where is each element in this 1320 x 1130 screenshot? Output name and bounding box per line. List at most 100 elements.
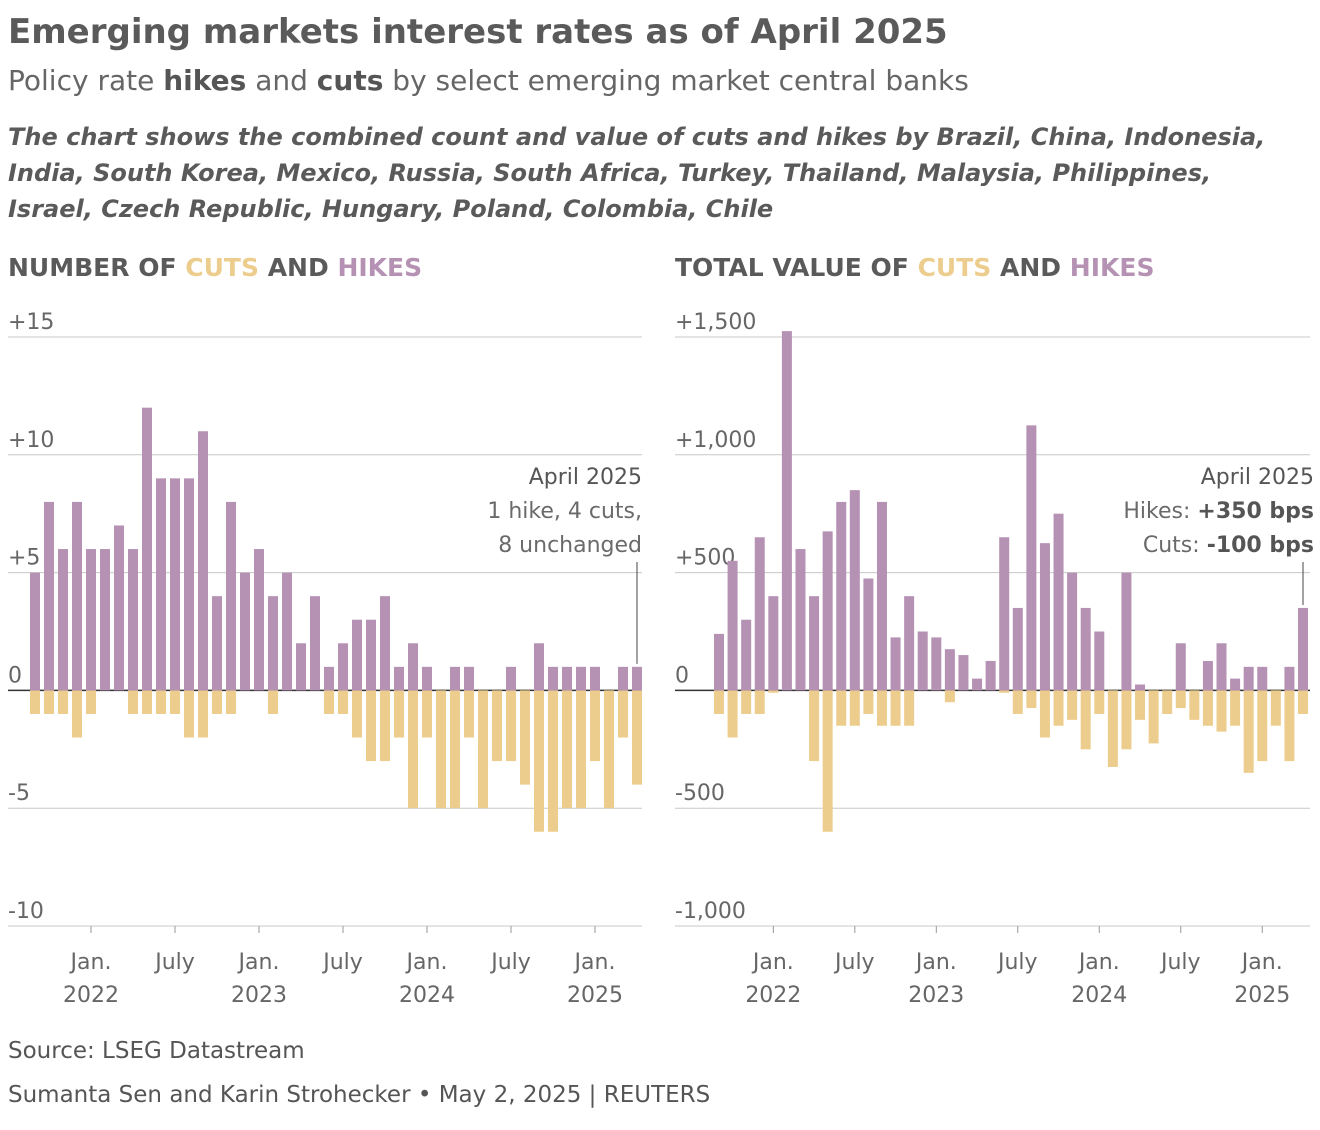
bar xyxy=(1135,684,1146,691)
bar xyxy=(741,619,752,691)
bar xyxy=(999,690,1010,693)
bar xyxy=(450,690,460,809)
bar xyxy=(1202,690,1213,726)
bar xyxy=(520,690,530,785)
bar xyxy=(1298,607,1308,691)
x-tick-label: Jan. xyxy=(1077,950,1120,975)
bar xyxy=(100,549,110,691)
x-tick-label: 2024 xyxy=(399,983,455,1008)
y-tick-label: -10 xyxy=(8,899,44,924)
x-tick-label: July xyxy=(489,950,531,975)
bar xyxy=(562,666,572,691)
y-tick-label: +500 xyxy=(675,546,735,571)
y-tick-label: +5 xyxy=(8,546,40,571)
bar xyxy=(548,666,558,691)
bar xyxy=(618,666,628,691)
bar xyxy=(338,643,348,691)
chart-title-text: AND xyxy=(267,253,329,282)
bar xyxy=(1189,690,1200,720)
bar xyxy=(944,649,955,691)
x-tick-label: 2025 xyxy=(1234,983,1290,1008)
bar xyxy=(1175,690,1186,709)
bar xyxy=(464,666,474,691)
bar xyxy=(1230,678,1241,691)
annotation-part: 8 unchanged xyxy=(498,533,642,558)
bar xyxy=(226,690,236,714)
chart-title: TOTAL VALUE OF CUTS AND HIKES xyxy=(675,253,1154,282)
bar xyxy=(226,501,236,691)
bar xyxy=(142,690,152,714)
bar xyxy=(170,478,180,691)
byline: Sumanta Sen and Karin Strohecker • May 2… xyxy=(8,1082,711,1108)
x-tick-label: 2022 xyxy=(63,983,119,1008)
bar xyxy=(268,596,278,691)
chart-title-text: NUMBER OF xyxy=(8,253,177,282)
bar xyxy=(380,690,390,762)
bar xyxy=(86,549,96,691)
bar xyxy=(632,690,642,785)
bar xyxy=(282,572,292,691)
bar xyxy=(1216,643,1227,691)
bar xyxy=(338,690,348,714)
bar xyxy=(156,690,166,714)
bar xyxy=(863,690,874,714)
bar xyxy=(849,490,860,691)
bar xyxy=(822,531,833,691)
subtitle-part: and xyxy=(255,64,308,97)
bar xyxy=(904,690,915,726)
bar xyxy=(876,501,887,691)
bar xyxy=(754,537,765,691)
bar xyxy=(904,596,915,691)
page-title: Emerging markets interest rates as of Ap… xyxy=(8,12,948,52)
annotation-part: 1 hike, 4 cuts, xyxy=(487,499,642,524)
bar xyxy=(58,690,68,714)
x-tick-label: 2024 xyxy=(1071,983,1127,1008)
bar xyxy=(184,478,194,691)
bar xyxy=(809,690,820,762)
annotation-part: +350 bps xyxy=(1197,499,1314,524)
bar xyxy=(727,560,738,691)
bar xyxy=(1121,572,1132,691)
bar xyxy=(212,690,222,714)
bar xyxy=(714,633,724,691)
bar xyxy=(1175,643,1186,691)
bar xyxy=(768,690,779,693)
bar xyxy=(836,501,847,691)
x-tick-label: Jan. xyxy=(69,950,112,975)
bar xyxy=(590,690,600,762)
bar xyxy=(985,660,996,691)
x-tick-label: July xyxy=(321,950,363,975)
bar xyxy=(1012,690,1023,714)
bar xyxy=(184,690,194,738)
bar xyxy=(436,690,446,809)
bar xyxy=(1202,660,1213,691)
bar xyxy=(380,596,390,691)
bar xyxy=(1039,690,1050,738)
bar xyxy=(72,501,82,691)
subtitle-part: by select emerging market central banks xyxy=(392,64,969,97)
x-tick-label: 2025 xyxy=(567,983,623,1008)
x-tick-label: July xyxy=(996,950,1038,975)
bar xyxy=(506,666,516,691)
x-tick-label: Jan. xyxy=(405,950,448,975)
bar xyxy=(1216,690,1227,732)
bar xyxy=(1067,690,1078,720)
bar xyxy=(366,690,376,762)
bar xyxy=(422,690,432,738)
bar xyxy=(44,501,54,691)
bar xyxy=(1284,690,1295,762)
bar xyxy=(618,690,628,738)
annotation: 8 unchanged xyxy=(498,533,642,558)
legend-entry: HIKES xyxy=(337,253,423,282)
bar xyxy=(890,637,901,691)
bar xyxy=(324,690,334,714)
description: The chart shows the combined count and v… xyxy=(8,123,1266,223)
annotation: April 2025 xyxy=(1201,465,1314,490)
chart-title: NUMBER OF CUTS AND HIKES xyxy=(8,253,422,282)
bar xyxy=(366,619,376,691)
bar xyxy=(714,690,724,714)
bar xyxy=(632,666,642,691)
bar xyxy=(464,690,474,738)
y-tick-label: -1,000 xyxy=(675,899,746,924)
bar xyxy=(754,690,765,714)
